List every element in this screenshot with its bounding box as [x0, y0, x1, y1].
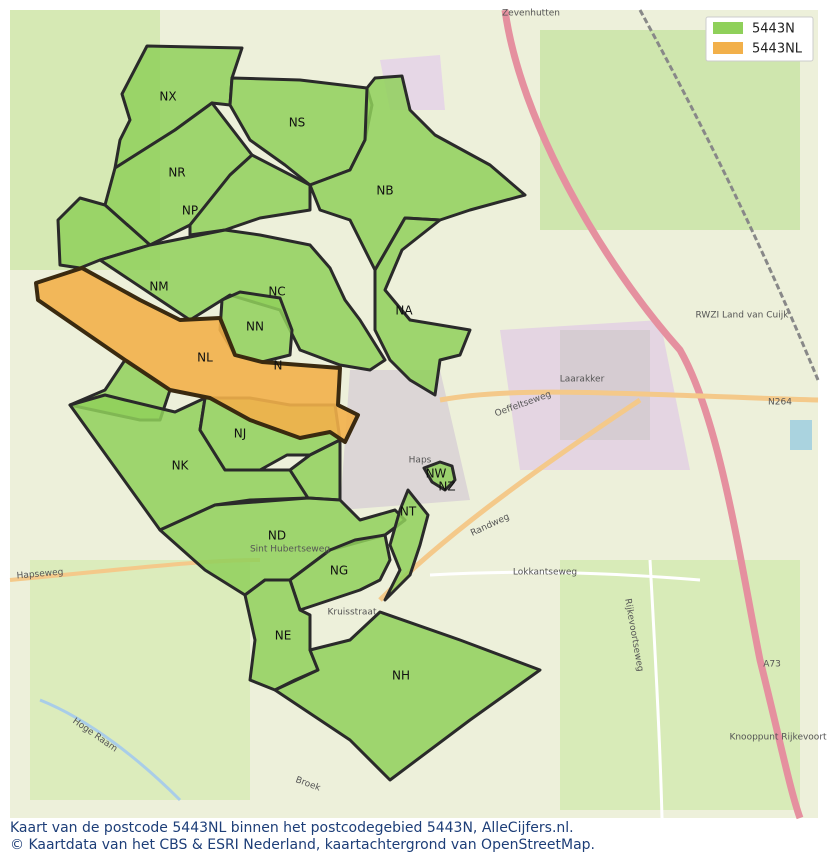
place-label: Hapseweg [16, 567, 64, 581]
place-label: Sint Hubertseweg [250, 545, 330, 555]
region-label: ND [268, 529, 286, 543]
region-label: NA [395, 304, 413, 318]
place-label: Haps [409, 456, 432, 466]
place-label: Knooppunt Rijkevoort [729, 733, 827, 743]
postcode-area [273, 610, 542, 782]
region-label: NK [172, 459, 190, 473]
region-label: NH [392, 669, 410, 683]
region-label: NJ [234, 427, 247, 441]
region-label: NM [149, 280, 168, 294]
region-label: NC [268, 285, 285, 299]
place-label: Laarakker [560, 375, 605, 385]
legend-label: 5443NL [752, 42, 803, 57]
postcode-area [373, 216, 472, 397]
postcode-area [98, 228, 387, 372]
region-label: NB [376, 184, 393, 198]
place-label: Lokkantseweg [513, 568, 577, 578]
caption-line: Kaart van de postcode 5443NL binnen het … [10, 820, 574, 836]
region-label: NN [246, 320, 264, 334]
region-label: NR [168, 166, 185, 180]
region-label: N [274, 359, 283, 373]
postcode-area [383, 488, 430, 602]
region-label: NP [182, 204, 198, 218]
region-label: NW [426, 467, 447, 481]
legend: 5443N 5443NL [705, 16, 814, 62]
place-label: Kruisstraat [328, 608, 377, 618]
region-label: NL [197, 351, 213, 365]
region-label: NX [159, 90, 176, 104]
legend-swatch [713, 22, 743, 34]
place-label: N264 [768, 398, 792, 408]
postcode-area [422, 460, 457, 492]
caption-line: © Kaartdata van het CBS & ESRI Nederland… [10, 837, 595, 853]
legend-label: 5443N [752, 22, 795, 37]
legend-swatch [713, 42, 743, 54]
postcode-area [34, 266, 360, 444]
place-label: A73 [763, 660, 781, 670]
place-label: Zevenhutten [502, 9, 560, 19]
region-label: NG [330, 564, 348, 578]
region-label: NS [289, 116, 306, 130]
region-label: NZ [438, 480, 455, 494]
postcode-area [288, 438, 342, 502]
region-label: NT [400, 505, 417, 519]
place-label: RWZI Land van Cuijk [696, 311, 790, 321]
region-label: NE [275, 629, 292, 643]
